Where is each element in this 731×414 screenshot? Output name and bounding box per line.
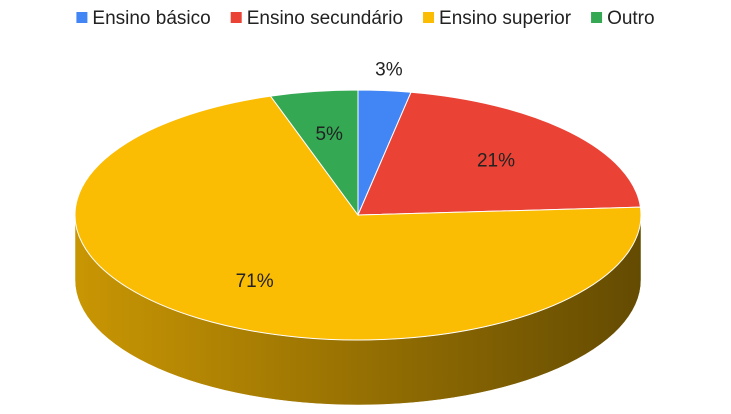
- data-labels: 3% 21% 71% 5%: [236, 60, 516, 293]
- legend: Ensino básico Ensino secundário Ensino sup…: [76, 8, 655, 29]
- slice: [357, 91, 642, 216]
- data-label: 3%: [375, 60, 403, 81]
- legend-label: Ensino secundário: [247, 8, 403, 29]
- legend-swatch: [591, 12, 603, 23]
- slice: [74, 95, 642, 341]
- legend-swatch: [423, 12, 435, 23]
- legend-swatch: [230, 12, 242, 23]
- slice: [269, 89, 359, 217]
- data-label: 5%: [315, 124, 343, 145]
- data-label: 71%: [236, 271, 274, 292]
- legend-label: Ensino básico: [92, 8, 210, 29]
- legend-label: Ensino superior: [439, 8, 572, 29]
- legend-swatch: [76, 12, 88, 23]
- data-label: 21%: [477, 150, 515, 171]
- legend-label: Outro: [607, 8, 655, 29]
- pie-tops: [74, 89, 642, 341]
